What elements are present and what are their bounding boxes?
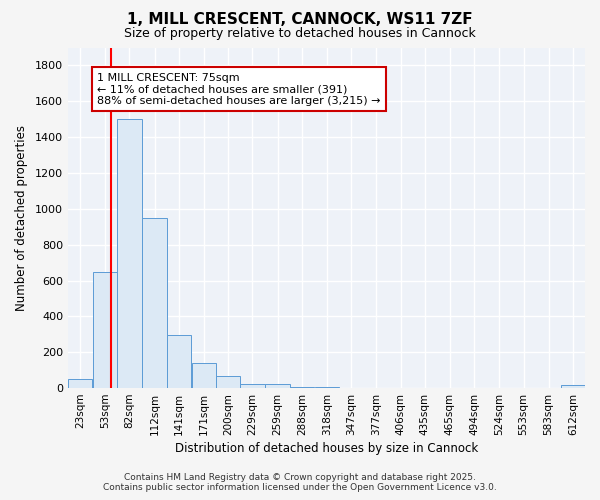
Bar bbox=[167, 335, 191, 388]
Text: 1 MILL CRESCENT: 75sqm
← 11% of detached houses are smaller (391)
88% of semi-de: 1 MILL CRESCENT: 75sqm ← 11% of detached… bbox=[97, 72, 381, 106]
Bar bbox=[265, 384, 290, 388]
Bar bbox=[117, 119, 142, 388]
Text: Contains HM Land Registry data © Crown copyright and database right 2025.
Contai: Contains HM Land Registry data © Crown c… bbox=[103, 473, 497, 492]
Bar bbox=[315, 387, 339, 388]
Bar bbox=[290, 387, 314, 388]
Bar bbox=[216, 376, 240, 388]
Bar bbox=[192, 363, 216, 388]
X-axis label: Distribution of detached houses by size in Cannock: Distribution of detached houses by size … bbox=[175, 442, 478, 455]
Text: Size of property relative to detached houses in Cannock: Size of property relative to detached ho… bbox=[124, 28, 476, 40]
Text: 1, MILL CRESCENT, CANNOCK, WS11 7ZF: 1, MILL CRESCENT, CANNOCK, WS11 7ZF bbox=[127, 12, 473, 28]
Bar bbox=[68, 379, 92, 388]
Bar bbox=[240, 384, 265, 388]
Bar bbox=[561, 386, 585, 388]
Bar bbox=[93, 272, 117, 388]
Y-axis label: Number of detached properties: Number of detached properties bbox=[15, 125, 28, 311]
Bar bbox=[142, 218, 167, 388]
